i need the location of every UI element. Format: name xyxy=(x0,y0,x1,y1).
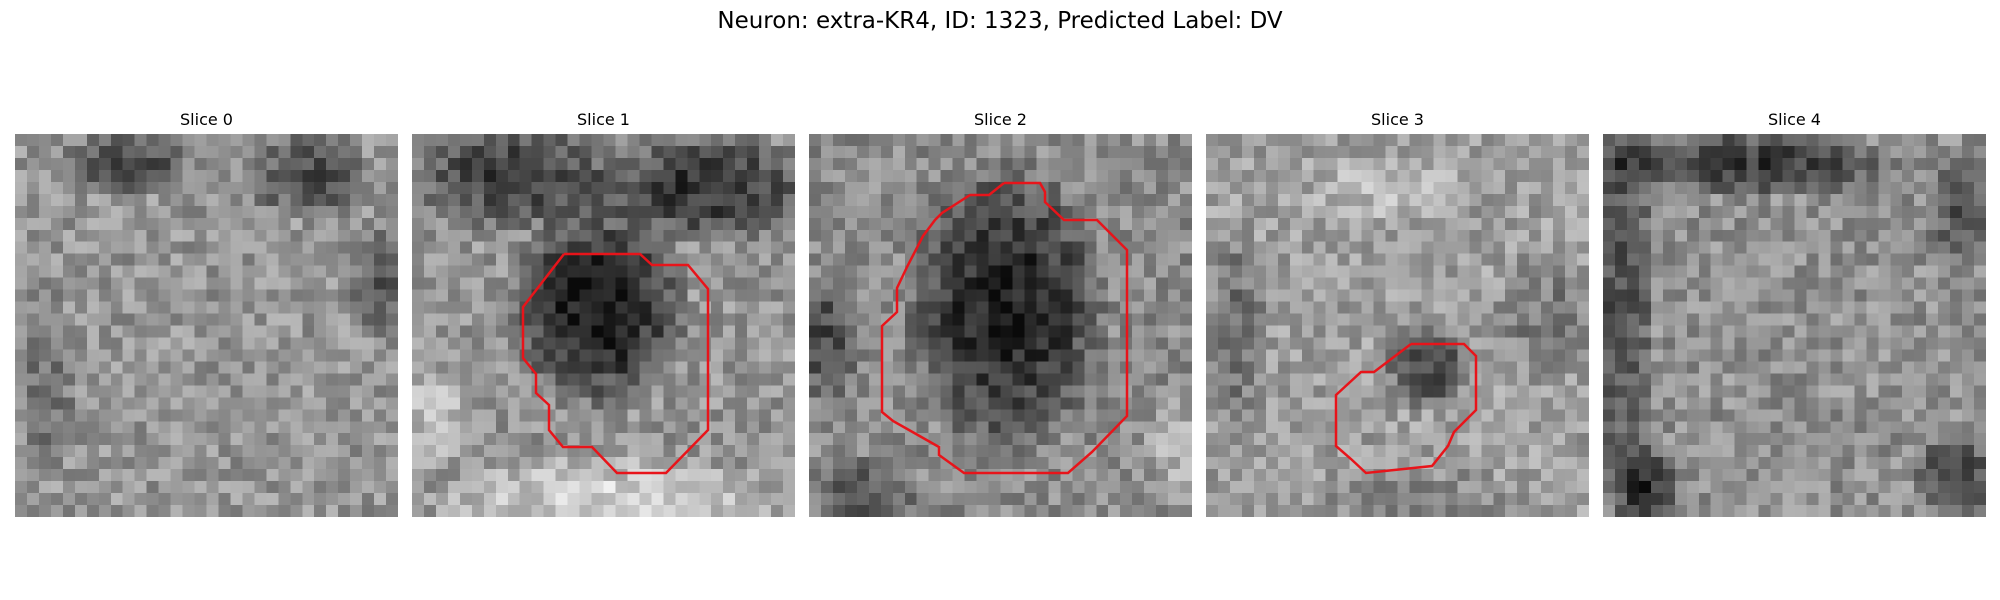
neuron-contour xyxy=(521,252,710,475)
slice-title-4: Slice 4 xyxy=(1768,110,1821,129)
slice-image-4 xyxy=(1603,134,1986,517)
slice-title-1: Slice 1 xyxy=(577,110,630,129)
neuron-contour xyxy=(880,181,1129,475)
contour-overlay-3 xyxy=(1334,342,1478,475)
slice-title-0: Slice 0 xyxy=(180,110,233,129)
slice-title-2: Slice 2 xyxy=(974,110,1027,129)
figure-title: Neuron: extra-KR4, ID: 1323, Predicted L… xyxy=(717,8,1283,34)
slice-title-3: Slice 3 xyxy=(1371,110,1424,129)
grayscale-image-1 xyxy=(412,134,795,517)
grayscale-image-4 xyxy=(1603,134,1986,517)
neuron-contour xyxy=(1334,342,1478,475)
slice-panel-3: Slice 3 xyxy=(1206,108,1589,517)
slice-panel-1: Slice 1 xyxy=(412,108,795,517)
contour-overlay-1 xyxy=(521,252,710,475)
slice-panel-2: Slice 2 xyxy=(809,108,1192,517)
slice-image-0 xyxy=(15,134,398,517)
grayscale-image-3 xyxy=(1206,134,1589,517)
slice-image-3 xyxy=(1206,134,1589,517)
slice-panel-0: Slice 0 xyxy=(15,108,398,517)
contour-overlay-2 xyxy=(880,181,1129,475)
slice-image-2 xyxy=(809,134,1192,517)
slice-panel-4: Slice 4 xyxy=(1603,108,1986,517)
slice-image-1 xyxy=(412,134,795,517)
grayscale-image-0 xyxy=(15,134,398,517)
